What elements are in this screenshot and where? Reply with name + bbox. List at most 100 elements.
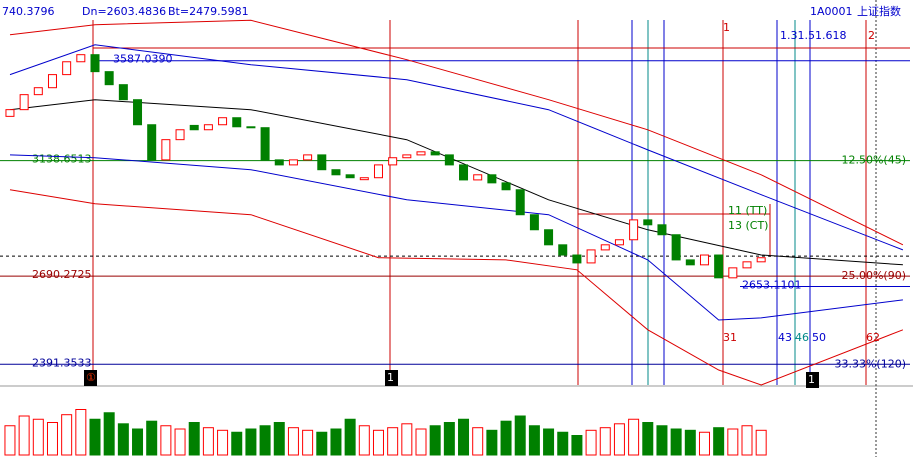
candle xyxy=(643,219,653,226)
volume-bar xyxy=(642,422,654,456)
volume-bar xyxy=(698,431,710,456)
indicator-line xyxy=(9,189,904,386)
candle xyxy=(118,84,128,101)
candle xyxy=(728,267,738,279)
volume-bar xyxy=(89,418,101,456)
volume-bar xyxy=(571,435,583,456)
volume-bar xyxy=(117,423,129,456)
level-note: 12.50%(45) xyxy=(841,154,906,167)
candle xyxy=(203,124,213,131)
annotation: 46 xyxy=(795,331,809,344)
volume-bar xyxy=(287,427,299,456)
volume-bar xyxy=(670,428,682,456)
volume-bar xyxy=(330,428,342,456)
volume-bar xyxy=(514,415,526,456)
candle xyxy=(90,54,100,73)
volume-bar xyxy=(202,427,214,456)
volume-bar xyxy=(18,415,30,456)
volume-bar xyxy=(599,427,611,456)
candle xyxy=(444,154,454,166)
candle xyxy=(317,154,327,171)
level-label: 2653.1101 xyxy=(742,278,802,291)
volume-bar xyxy=(727,428,739,456)
volume-bar xyxy=(684,429,696,456)
indicator-line xyxy=(9,99,903,266)
candle xyxy=(558,244,568,256)
volume-bar xyxy=(75,409,87,456)
volume-bar xyxy=(613,423,625,456)
candle xyxy=(345,174,355,179)
annotation: 62 xyxy=(866,331,880,344)
candle xyxy=(373,164,383,179)
volume-bar xyxy=(302,429,314,456)
header-symbol: 1A0001 xyxy=(810,5,853,18)
volume-bar xyxy=(188,422,200,456)
marker-box xyxy=(84,370,97,386)
volume-bar xyxy=(217,429,229,456)
candle xyxy=(600,244,610,251)
level-label: 2690.2725 xyxy=(32,268,92,281)
volume-bar xyxy=(146,420,158,456)
volume-bar xyxy=(543,428,555,456)
candle xyxy=(487,174,497,184)
volume-bar xyxy=(32,418,44,456)
volume-bar xyxy=(316,431,328,456)
candle xyxy=(388,157,398,166)
volume-bar xyxy=(103,412,115,456)
annotation: 13 (CT) xyxy=(728,219,768,232)
volume-bar xyxy=(273,422,285,456)
level-label: 3587.0390 xyxy=(113,53,173,66)
header-bt: Bt=2479.5981 xyxy=(168,5,249,18)
volume-bar xyxy=(713,427,725,456)
candle xyxy=(19,94,29,111)
level-note: 33.33%(120) xyxy=(834,357,906,370)
candle xyxy=(501,182,511,191)
candle xyxy=(685,259,695,266)
volume-bar xyxy=(174,428,186,456)
volume-bar xyxy=(557,431,569,456)
candle xyxy=(104,71,114,86)
volume-bar xyxy=(4,425,16,456)
candle xyxy=(359,177,369,181)
level-note: 25.00%(90) xyxy=(841,269,906,282)
volume-bar xyxy=(585,429,597,456)
annotation: 1 xyxy=(387,371,394,384)
candle xyxy=(303,154,313,161)
volume-bar xyxy=(372,429,384,456)
volume-bar xyxy=(741,425,753,456)
candle xyxy=(544,229,554,246)
indicator-line xyxy=(9,19,904,246)
candle xyxy=(529,214,539,231)
volume-bar xyxy=(160,425,172,456)
candle xyxy=(274,159,284,166)
annotation: ① xyxy=(86,371,96,384)
annotation: 11 (TT) xyxy=(728,204,767,217)
candle xyxy=(657,224,667,236)
candle xyxy=(756,257,766,263)
volume-bar xyxy=(755,429,767,456)
candle xyxy=(402,154,412,159)
volume-bar xyxy=(415,428,427,456)
candle xyxy=(473,174,483,181)
candle xyxy=(147,124,157,161)
candle xyxy=(515,189,525,216)
marker-box xyxy=(806,372,819,388)
volume-bar xyxy=(656,425,668,456)
candle xyxy=(629,219,639,241)
candle xyxy=(671,234,681,261)
candle xyxy=(614,239,624,246)
candle xyxy=(586,249,596,264)
candle xyxy=(260,127,270,161)
volume-bar xyxy=(500,420,512,456)
volume-bar xyxy=(61,414,73,456)
volume-bar xyxy=(429,425,441,456)
marker-box xyxy=(385,370,398,386)
annotation: 43 xyxy=(778,331,792,344)
volume-bar xyxy=(344,418,356,456)
volume-bar xyxy=(231,431,243,456)
volume-bar xyxy=(401,423,413,456)
candle xyxy=(232,117,242,128)
volume-bar xyxy=(486,429,498,456)
annotation: 2 xyxy=(868,29,875,42)
